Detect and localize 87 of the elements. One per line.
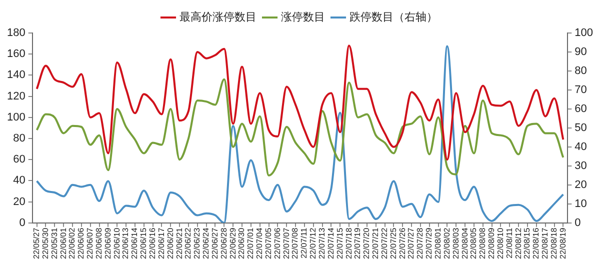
y2-tick-label: 50 (574, 122, 587, 134)
legend-label: 涨停数目 (280, 10, 325, 24)
x-tick-label: 22/08/04 (460, 227, 470, 259)
x-tick-label: 22/08/18 (549, 227, 558, 259)
x-tick-label: 22/06/06 (76, 227, 86, 259)
x-tick-label: 22/08/05 (469, 227, 478, 259)
legend-label: 最高价涨停数目 (179, 10, 256, 24)
x-tick-label: 22/07/01 (246, 227, 256, 259)
x-tick-label: 22/06/22 (184, 227, 193, 259)
y2-tick-label: 80 (574, 65, 587, 78)
x-tick-label: 22/07/25 (388, 227, 398, 259)
x-tick-label: 22/06/20 (166, 227, 175, 259)
x-tick-label: 22/08/10 (496, 227, 505, 259)
legend-label: 跌停数目（右轴） (349, 10, 438, 24)
x-tick-label: 22/08/19 (558, 227, 568, 259)
x-tick-label: 22/06/07 (86, 227, 95, 259)
x-tick-label: 22/06/14 (130, 227, 140, 259)
x-tick-label: 22/07/06 (272, 227, 282, 259)
y2-tick-label: 70 (574, 84, 587, 96)
x-tick-label: 22/05/31 (50, 227, 59, 259)
x-tick-label: 22/06/27 (210, 227, 220, 259)
x-tick-label: 22/07/26 (398, 227, 407, 259)
x-tick-label: 22/07/07 (282, 227, 291, 259)
y2-tick-label: 30 (574, 160, 587, 172)
x-tick-label: 22/07/20 (362, 227, 372, 259)
x-tick-label: 22/08/17 (540, 227, 550, 259)
x-tick-label: 22/07/15 (335, 227, 344, 259)
x-tick-label: 22/08/09 (487, 227, 496, 259)
x-tick-label: 22/08/01 (433, 227, 442, 259)
x-tick-label: 22/08/02 (442, 227, 452, 259)
y-tick-label: 60 (13, 154, 26, 166)
x-tick-label: 22/06/02 (68, 227, 77, 259)
x-tick-label: 22/06/29 (228, 227, 238, 259)
y2-tick-label: 90 (574, 46, 587, 58)
y-tick-label: 160 (6, 48, 26, 60)
x-tick-label: 22/06/16 (148, 227, 157, 259)
x-tick-label: 22/08/16 (532, 227, 541, 259)
x-tick-label: 22/06/15 (139, 227, 148, 259)
line-series (36, 78, 564, 176)
x-tick-label: 22/08/11 (504, 227, 514, 258)
x-tick-label: 22/07/11 (300, 227, 309, 258)
y-tick-label: 20 (13, 196, 26, 208)
x-tick-label: 22/07/12 (308, 227, 318, 259)
y2-tick-label: 20 (574, 178, 587, 191)
y-tick-label: 100 (6, 111, 26, 124)
x-tick-label: 22/07/05 (264, 227, 273, 259)
x-tick-label: 22/06/30 (237, 227, 246, 259)
x-tick-label: 22/06/10 (112, 227, 122, 259)
x-tick-label: 22/07/18 (344, 227, 354, 259)
y2-tick-label: 60 (574, 102, 587, 115)
x-tick-label: 22/06/28 (219, 227, 228, 259)
x-tick-label: 22/05/27 (32, 227, 42, 259)
x-tick-label: 22/06/24 (202, 227, 211, 259)
y2-tick-label: 0 (574, 216, 581, 229)
line-series (36, 45, 564, 223)
x-tick-label: 22/08/08 (478, 227, 488, 259)
x-tick-label: 22/07/27 (406, 227, 416, 259)
y-tick-label: 80 (13, 132, 26, 145)
x-tick-label: 22/05/30 (40, 227, 50, 259)
y-tick-label: 180 (6, 27, 26, 40)
x-tick-label: 22/08/03 (451, 227, 460, 259)
y2-tick-label: 100 (574, 27, 594, 40)
line-series (36, 44, 564, 161)
x-tick-label: 22/06/13 (121, 227, 130, 259)
y-tick-label: 120 (6, 90, 26, 102)
x-tick-label: 22/07/19 (353, 227, 362, 259)
x-tick-label: 22/07/29 (424, 227, 434, 259)
x-tick-label: 22/06/17 (156, 227, 166, 259)
x-tick-label: 22/06/09 (103, 227, 112, 259)
x-tick-label: 22/07/14 (326, 227, 336, 259)
x-tick-label: 22/07/13 (318, 227, 327, 259)
x-tick-label: 22/06/01 (58, 227, 68, 259)
x-tick-label: 22/07/04 (255, 227, 264, 259)
x-tick-label: 22/06/08 (94, 227, 104, 259)
x-tick-label: 22/07/08 (290, 227, 300, 259)
y2-tick-label: 10 (574, 198, 587, 210)
x-tick-label: 22/06/23 (192, 227, 202, 259)
x-tick-label: 22/07/21 (371, 227, 380, 259)
x-tick-label: 22/08/15 (522, 227, 532, 259)
y-tick-label: 140 (6, 69, 26, 82)
x-tick-label: 22/08/12 (514, 227, 523, 259)
y2-tick-label: 40 (574, 140, 587, 153)
x-tick-label: 22/07/22 (380, 227, 389, 259)
y-tick-label: 40 (13, 174, 26, 187)
x-tick-label: 22/06/21 (174, 227, 184, 259)
x-tick-label: 22/07/28 (416, 227, 425, 259)
y-tick-label: 0 (19, 216, 26, 229)
